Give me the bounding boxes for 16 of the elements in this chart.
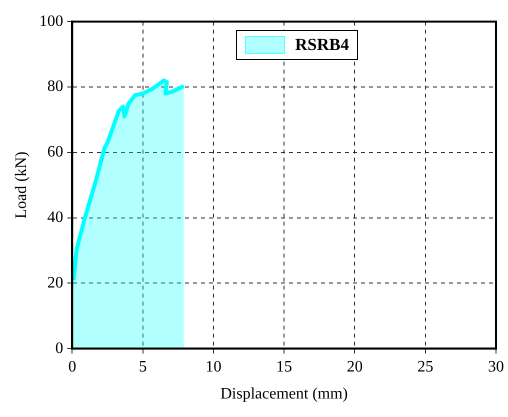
x-tick-label: 5 [138, 358, 147, 376]
y-tick-label: 0 [55, 340, 64, 357]
x-axis-title: Displacement (mm) [220, 386, 348, 403]
x-tick-label: 20 [346, 358, 363, 376]
y-tick-label: 100 [39, 12, 64, 30]
y-tick-label: 80 [47, 78, 64, 96]
x-tick-label: 30 [488, 358, 504, 376]
y-tick-label: 60 [47, 144, 64, 161]
x-tick-label: 10 [205, 358, 222, 376]
y-tick-label: 40 [47, 209, 64, 226]
legend-label: RSRB4 [295, 35, 349, 55]
y-axis-title: Load (kN) [12, 152, 30, 219]
x-tick-label: 25 [417, 358, 434, 376]
x-tick-label: 15 [276, 358, 292, 376]
y-tick-label: 20 [47, 274, 64, 292]
x-tick-label: 0 [68, 358, 76, 376]
